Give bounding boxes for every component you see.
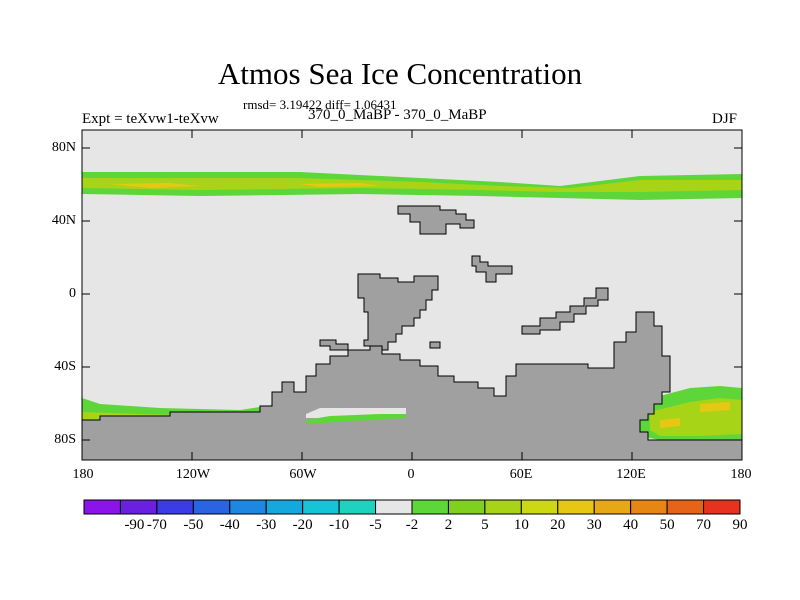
colorbar-swatch-11	[484, 499, 522, 515]
colorbar-label-3: -40	[219, 517, 240, 533]
colorbar-label-7: -5	[369, 517, 382, 533]
colorbar-swatch-0	[83, 499, 121, 515]
colorbar-swatch-1	[119, 499, 158, 515]
colorbar-label-2: -50	[183, 517, 204, 533]
colorbar-label-0: -90	[124, 517, 145, 533]
land-equatorial-continent	[357, 273, 439, 355]
colorbar-label-11: 10	[513, 517, 529, 533]
x-tick-60e: 60E	[509, 467, 533, 482]
colorbar	[83, 499, 741, 515]
colorbar-swatch-10	[447, 499, 486, 515]
colorbar-swatch-13	[557, 499, 595, 515]
y-tick-40s: 40S	[54, 359, 76, 374]
ice-inlet	[306, 414, 406, 424]
colorbar-swatch-8	[375, 499, 413, 515]
colorbar-label-6: -10	[329, 517, 350, 533]
colorbar-label-13: 30	[586, 517, 602, 533]
colorbar-swatch-3	[192, 499, 231, 515]
colorbar-label-15: 50	[659, 517, 675, 533]
colorbar-swatch-12	[520, 499, 559, 515]
x-tick-180e: 180	[730, 467, 752, 482]
x-tick-0: 0	[407, 467, 415, 482]
colorbar-swatch-16	[666, 499, 705, 515]
x-tick-120w: 120W	[175, 467, 211, 482]
period-label: 370_0_MaBP - 370_0_MaBP	[308, 107, 487, 123]
x-tick-60w: 60W	[289, 467, 317, 482]
axis-ticks	[82, 130, 742, 460]
colorbar-label-8: -2	[405, 517, 419, 533]
colorbar-swatch-14	[593, 499, 632, 515]
colorbar-swatch-5	[265, 499, 304, 515]
y-tick-80s: 80S	[54, 432, 76, 447]
land-small-island-2	[429, 341, 441, 349]
land-north-continent	[397, 205, 475, 235]
antarctic-ice-band-east-core	[660, 402, 730, 428]
colorbar-swatch-6	[302, 499, 340, 515]
experiment-label: Expt = teXvw1-teXvw	[82, 111, 219, 127]
land-southern-continent	[81, 311, 743, 461]
colorbar-swatch-7	[338, 499, 377, 515]
colorbar-label-9: 2	[444, 517, 453, 533]
colorbar-swatch-2	[156, 499, 194, 515]
colorbar-label-5: -20	[292, 517, 313, 533]
colorbar-label-16: 70	[696, 517, 712, 533]
land-north-island	[471, 255, 513, 283]
colorbar-swatch-15	[630, 499, 668, 515]
colorbar-label-4: -30	[256, 517, 277, 533]
arctic-ice-band-core	[110, 183, 380, 188]
x-tick-120e: 120E	[616, 467, 646, 482]
colorbar-label-12: 20	[550, 517, 566, 533]
x-tick-180w: 180	[72, 467, 94, 482]
colorbar-swatch-4	[229, 499, 267, 515]
colorbar-label-1: -70	[146, 517, 167, 533]
y-tick-0: 0	[69, 286, 76, 301]
map-title: Atmos Sea Ice Concentration	[217, 56, 583, 91]
colorbar-label-17: 90	[732, 517, 748, 533]
y-tick-40n: 40N	[51, 213, 76, 228]
stats-label: rmsd= 3.19422 diff= 1.06431	[243, 97, 397, 112]
land-equatorial-strip	[521, 287, 609, 335]
colorbar-swatch-17	[703, 499, 741, 515]
y-tick-80n: 80N	[51, 140, 76, 155]
colorbar-swatch-9	[411, 499, 449, 515]
season-label: DJF	[712, 111, 738, 127]
arctic-ice-band-mid	[82, 178, 742, 192]
colorbar-label-10: 5	[481, 517, 489, 533]
colorbar-label-14: 40	[623, 517, 639, 533]
